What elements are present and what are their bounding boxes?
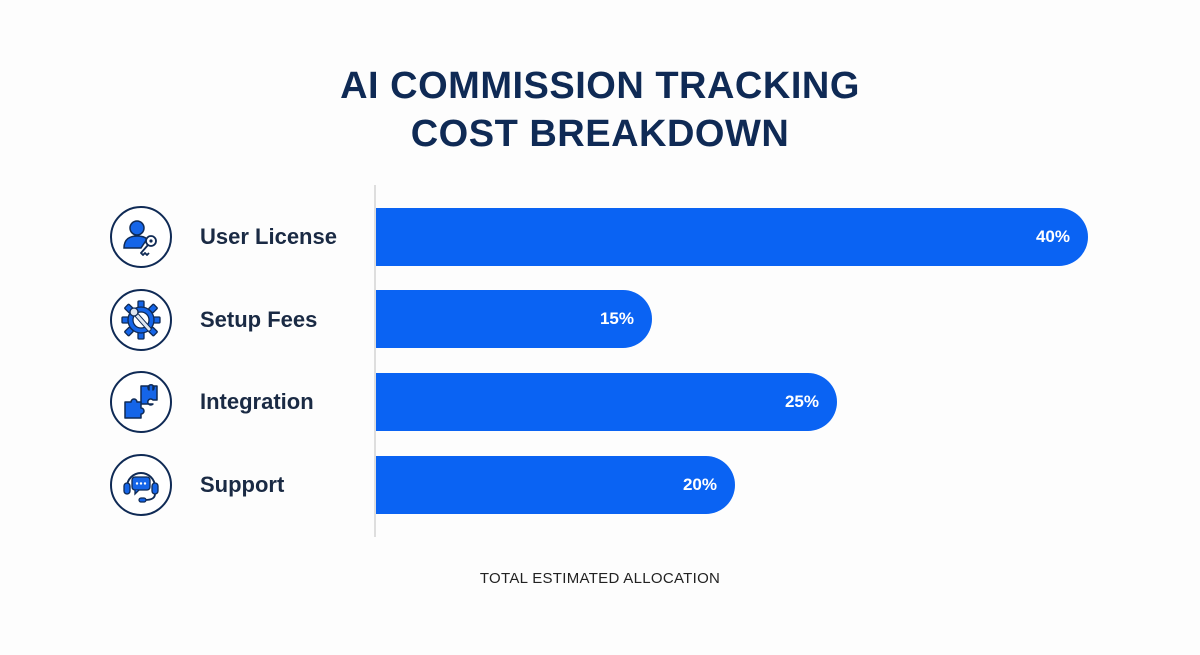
bar-value-label: 20% bbox=[682, 475, 717, 494]
x-axis-label: TOTAL ESTIMATED ALLOCATION bbox=[479, 570, 721, 587]
user-key-icon bbox=[110, 206, 172, 268]
chart-title-line-2: COST BREAKDOWN bbox=[410, 113, 790, 155]
bar-value-label: 40% bbox=[1035, 227, 1070, 246]
y-axis-line bbox=[374, 185, 376, 537]
category-user-license: User License bbox=[110, 202, 337, 272]
category-label: Support bbox=[200, 472, 285, 497]
puzzle-icon bbox=[110, 371, 172, 433]
bar-user-license: 40% bbox=[376, 208, 1088, 266]
chart-title: AI COMMISSION TRACKING COST BREAKDOWN bbox=[0, 62, 1200, 158]
bar-support: 20% bbox=[376, 456, 735, 514]
gear-wrench-icon bbox=[110, 289, 172, 351]
bar-value-label: 25% bbox=[784, 392, 819, 411]
headset-chat-icon bbox=[110, 454, 172, 516]
category-label: Integration bbox=[200, 389, 314, 414]
bar-value-label: 15% bbox=[599, 309, 634, 328]
category-label: Setup Fees bbox=[200, 307, 318, 332]
chart-title-line-1: AI COMMISSION TRACKING bbox=[340, 65, 860, 107]
bar-setup-fees: 15% bbox=[376, 290, 652, 348]
category-support: Support bbox=[110, 450, 284, 520]
category-label: User License bbox=[200, 224, 337, 249]
category-integration: Integration bbox=[110, 367, 314, 437]
category-setup-fees: Setup Fees bbox=[110, 285, 317, 355]
bar-integration: 25% bbox=[376, 373, 837, 431]
